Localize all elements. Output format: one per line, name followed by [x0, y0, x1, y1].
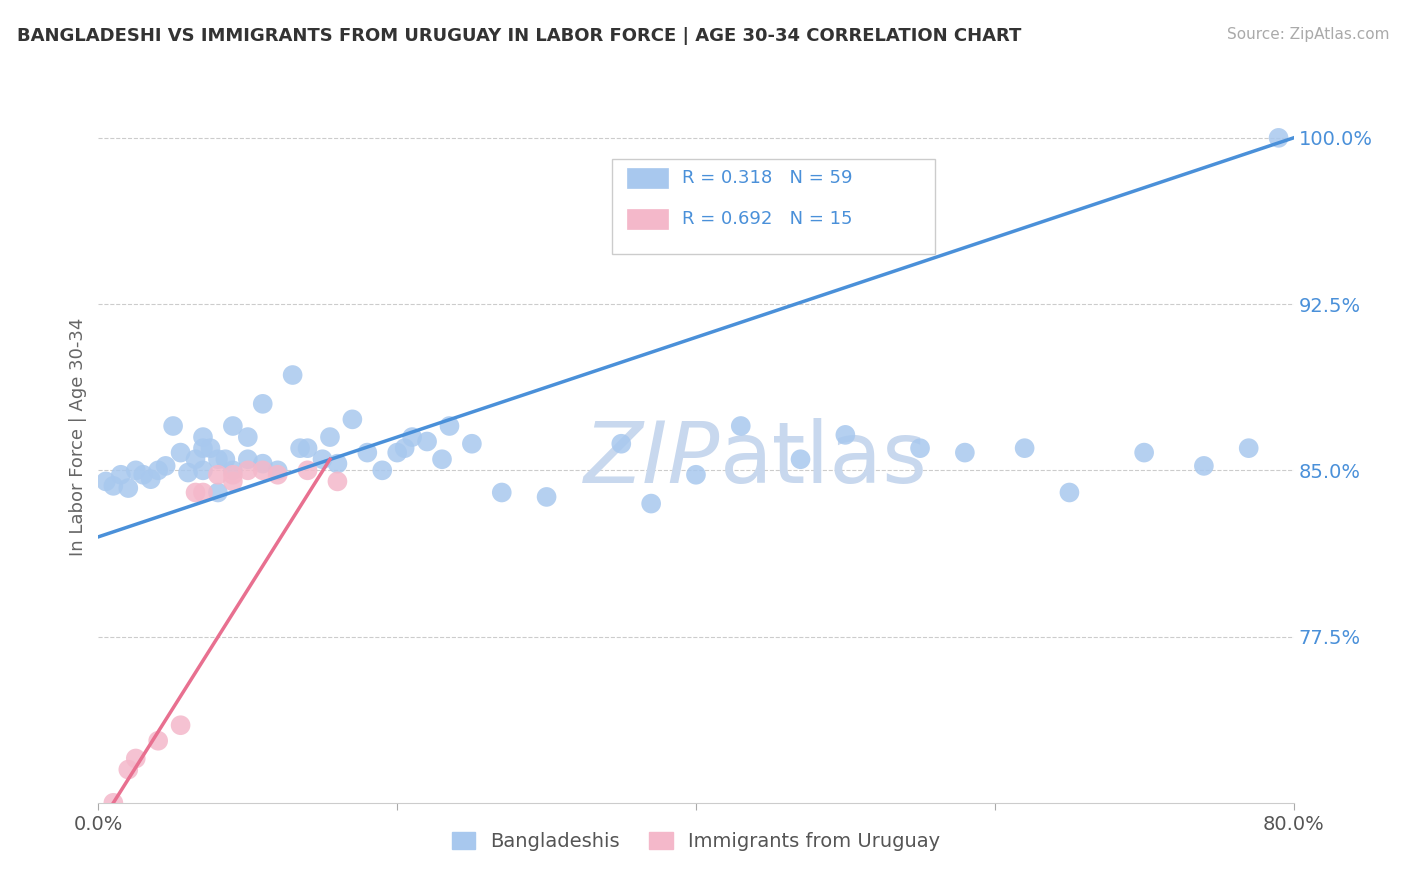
Point [281, 368, 304, 382]
Point [834, 428, 856, 442]
Point [1133, 445, 1156, 459]
Point [252, 397, 274, 411]
Point [222, 467, 245, 482]
Point [191, 485, 214, 500]
Point [184, 485, 207, 500]
Point [132, 467, 155, 482]
Point [125, 463, 148, 477]
Point [207, 485, 229, 500]
Point [461, 436, 484, 450]
Text: R = 0.318   N = 59: R = 0.318 N = 59 [682, 169, 852, 187]
Point [288, 441, 311, 455]
Point [342, 412, 364, 426]
Text: atlas: atlas [720, 417, 928, 500]
Point [1267, 131, 1289, 145]
Point [267, 467, 290, 482]
Point [416, 434, 439, 449]
Point [1192, 458, 1215, 473]
Point [326, 475, 349, 489]
Point [908, 441, 931, 455]
Point [191, 430, 214, 444]
Point [252, 463, 274, 477]
Point [326, 457, 349, 471]
Point [125, 751, 148, 765]
Point [1237, 441, 1260, 455]
FancyBboxPatch shape [627, 209, 668, 229]
Point [177, 466, 200, 480]
FancyBboxPatch shape [613, 159, 935, 254]
Point [439, 419, 461, 434]
Text: BANGLADESHI VS IMMIGRANTS FROM URUGUAY IN LABOR FORCE | AGE 30-34 CORRELATION CH: BANGLADESHI VS IMMIGRANTS FROM URUGUAY I… [17, 27, 1021, 45]
Point [94, 475, 117, 489]
Point [117, 763, 139, 777]
Point [319, 430, 342, 444]
Point [139, 472, 162, 486]
Point [191, 441, 214, 455]
Point [148, 733, 170, 747]
Text: ZIP: ZIP [583, 417, 720, 500]
Point [430, 452, 453, 467]
Point [169, 445, 191, 459]
Point [103, 796, 125, 810]
Point [297, 463, 319, 477]
Point [953, 445, 976, 459]
Point [1059, 485, 1081, 500]
Point [371, 463, 394, 477]
Point [789, 452, 811, 467]
Point [222, 419, 245, 434]
Point [169, 718, 191, 732]
Text: R = 0.692   N = 15: R = 0.692 N = 15 [682, 211, 852, 228]
Point [385, 445, 409, 459]
FancyBboxPatch shape [627, 168, 668, 188]
Point [685, 467, 707, 482]
Point [1014, 441, 1036, 455]
Point [222, 463, 245, 477]
Point [491, 485, 513, 500]
Point [207, 452, 229, 467]
Point [297, 441, 319, 455]
Point [267, 463, 290, 477]
Point [236, 430, 259, 444]
Point [103, 479, 125, 493]
Point [610, 436, 633, 450]
Point [214, 452, 236, 467]
Point [236, 463, 259, 477]
Point [356, 445, 378, 459]
Point [162, 419, 184, 434]
Point [222, 475, 245, 489]
Y-axis label: In Labor Force | Age 30-34: In Labor Force | Age 30-34 [69, 318, 87, 557]
Point [236, 452, 259, 467]
Point [191, 463, 214, 477]
Text: Source: ZipAtlas.com: Source: ZipAtlas.com [1226, 27, 1389, 42]
Point [155, 458, 177, 473]
Point [536, 490, 558, 504]
Point [311, 452, 333, 467]
Point [640, 497, 662, 511]
Point [184, 452, 207, 467]
Point [401, 430, 423, 444]
Point [148, 463, 170, 477]
Point [394, 441, 416, 455]
Legend: Bangladeshis, Immigrants from Uruguay: Bangladeshis, Immigrants from Uruguay [444, 824, 948, 859]
Point [117, 481, 139, 495]
Point [200, 441, 222, 455]
Point [110, 467, 132, 482]
Point [730, 419, 752, 434]
Point [207, 467, 229, 482]
Point [252, 457, 274, 471]
